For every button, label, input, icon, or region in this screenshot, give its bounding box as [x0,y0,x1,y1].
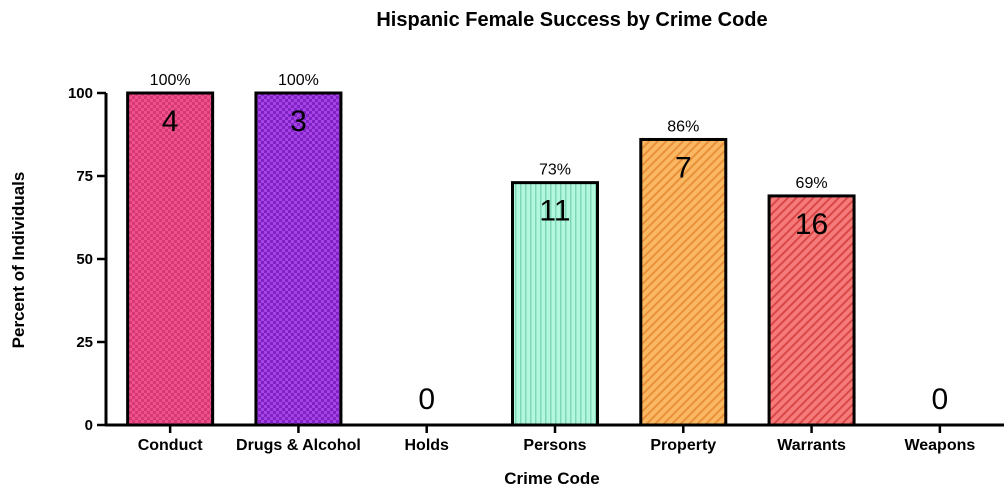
count-label-property: 7 [675,151,692,184]
count-label-conduct: 4 [162,105,179,138]
count-label-weapons: 0 [932,383,949,416]
y-tick-label: 100 [68,85,93,102]
bar-persons [511,181,599,427]
x-tick-label-weapons: Weapons [904,437,975,454]
x-tick-label-conduct: Conduct [138,437,204,454]
x-axis-title: Crime Code [504,469,599,488]
x-tick-label-warrants: Warrants [777,437,846,454]
count-label-persons: 11 [539,195,570,228]
category-labels: Conduct Drugs & Alcohol Holds Persons Proper… [138,425,975,454]
percent-label-warrants: 69% [796,175,828,192]
count-label-holds: 0 [418,383,435,416]
x-tick-label-drugs-alcohol: Drugs & Alcohol [236,437,361,454]
y-tick-label: 25 [76,334,93,351]
percent-label-conduct: 100% [150,72,191,89]
percent-label-drugs-alcohol: 100% [278,72,319,89]
percent-label-persons: 73% [539,162,571,179]
chart-title: Hispanic Female Success by Crime Code [376,9,767,31]
y-axis-ticks: 0 25 50 75 100 [68,85,106,434]
bars: 100% 4 100% 3 0 73% 11 86% 7 69% 16 0 [126,72,949,427]
count-label-warrants: 16 [795,208,828,241]
x-tick-label-holds: Holds [404,437,449,454]
bar-conduct [126,91,215,427]
x-tick-label-property: Property [650,437,716,454]
y-axis-title: Percent of Individuals [9,172,28,349]
y-tick-label: 75 [76,168,93,185]
bar-drugs-alcohol [254,91,343,427]
percent-label-property: 86% [667,118,699,135]
x-tick-label-persons: Persons [523,437,586,454]
count-label-drugs-alcohol: 3 [290,105,307,138]
y-tick-label: 0 [85,417,93,434]
y-tick-label: 50 [76,251,93,268]
bar-warrants [767,194,856,427]
